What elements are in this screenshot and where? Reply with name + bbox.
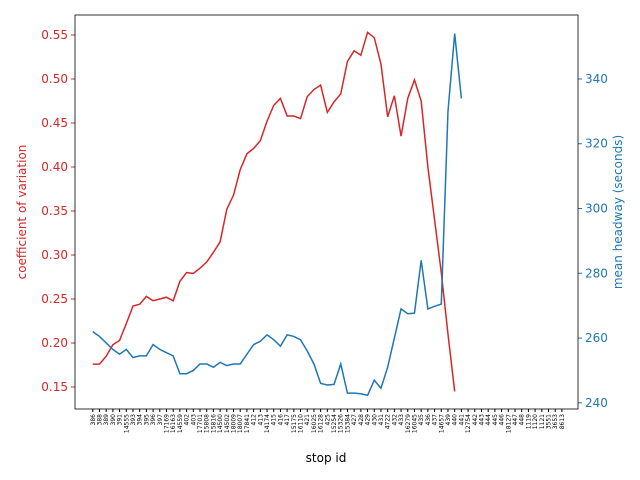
y2-tick-label: 300 (585, 202, 608, 216)
x-tick-label: 430 (371, 414, 378, 426)
x-tick-label: 14657 (438, 414, 445, 433)
y-tick-label: 0.50 (41, 72, 68, 86)
y-tick-label: 0.20 (41, 336, 68, 350)
x-tick-label: 416 (277, 414, 284, 426)
y-tick-label: 0.35 (41, 204, 68, 218)
x-tick-label: 15175 (291, 414, 298, 433)
x-tick-label: 16025 (311, 414, 318, 433)
x-tick-label: 444 (485, 414, 492, 426)
y-tick-label: 0.45 (41, 116, 68, 130)
y2-axis-label: mean headway (seconds) (611, 135, 625, 289)
x-tick-label: 428 (358, 414, 365, 426)
x-tick-label: 8613 (559, 414, 566, 429)
x-tick-label: 448 (519, 414, 526, 426)
y-tick-label: 0.30 (41, 248, 68, 262)
y-tick-label: 0.15 (41, 380, 68, 394)
x-tick-label: 394 (137, 414, 144, 426)
x-tick-label: 16045 (411, 414, 418, 433)
x-tick-label: 391 (117, 414, 124, 426)
x-tick-label: 429 (365, 414, 372, 426)
series-line (92, 33, 463, 397)
x-tick-label: 397 (157, 414, 164, 426)
x-tick-label: 18007 (237, 414, 244, 433)
x-tick-label: 425 (324, 414, 331, 426)
x-tick-label: 402 (184, 414, 191, 426)
x-tick-label: 447 (512, 414, 519, 426)
x-tick-label: 17169 (163, 414, 170, 433)
x-tick-label: 16110 (298, 414, 305, 433)
x-tick-label: 436 (425, 414, 432, 426)
x-tick-label: 15254 (331, 414, 338, 433)
x-tick-label: 16128 (318, 414, 325, 433)
x-tick-label: 18009 (231, 414, 238, 433)
x-tick-label: 386 (90, 414, 97, 426)
x-tick-label: 431 (378, 414, 385, 426)
x-tick-label: 3551 (546, 414, 553, 429)
x-tick-label: 16163 (170, 414, 177, 433)
x-tick-label: 417 (284, 414, 291, 426)
x-tick-label: 17841 (244, 414, 251, 433)
x-tick-label: 445 (492, 414, 499, 426)
x-tick-label: 15808 (204, 414, 211, 433)
x-tick-label: 403 (190, 414, 197, 426)
x-tick-label: 18127 (505, 414, 512, 433)
x-tick-label: 413 (257, 414, 264, 426)
x-tick-label: 439 (445, 414, 452, 426)
x-tick-label: 16279 (405, 414, 412, 433)
x-tick-label: 1119 (525, 414, 532, 429)
x-tick-label: 432 (391, 414, 398, 426)
x-tick-label: 14502 (224, 414, 231, 433)
x-tick-label: 433 (398, 414, 405, 426)
x-tick-label: 3653 (552, 414, 559, 429)
x-tick-label: 1120 (532, 414, 539, 429)
x-tick-label: 421 (304, 414, 311, 426)
series-line (92, 31, 456, 392)
x-tick-label: 389 (103, 414, 110, 426)
x-tick-label: 440 (452, 414, 459, 426)
y2-tick-label: 260 (585, 331, 608, 345)
y2-tick-label: 340 (585, 72, 608, 86)
x-tick-label: 396 (150, 414, 157, 426)
y2-tick-label: 280 (585, 266, 608, 280)
x-tick-label: 4722 (385, 414, 392, 429)
x-tick-label: 14555 (123, 414, 130, 433)
x-tick-label: 435 (418, 414, 425, 426)
x-tick-label: 441 (458, 414, 465, 426)
y-tick-label: 0.55 (41, 28, 68, 42)
x-tick-label: 14559 (177, 414, 184, 433)
y2-tick-label: 240 (585, 396, 608, 410)
x-tick-label: 17701 (197, 414, 204, 433)
x-tick-label: 15326 (338, 414, 345, 433)
x-tick-label: 443 (478, 414, 485, 426)
x-tick-label: 412 (251, 414, 258, 426)
x-tick-label: 437 (432, 414, 439, 426)
x-tick-label: 442 (472, 414, 479, 426)
x-tick-label: 388 (96, 414, 103, 426)
x-tick-label: 1121 (539, 414, 546, 429)
x-tick-label: 427 (351, 414, 358, 426)
x-tick-label: 15816 (210, 414, 217, 433)
plot-frame (74, 14, 579, 410)
y-tick-label: 0.40 (41, 160, 68, 174)
x-tick-label: 15384 (344, 414, 351, 433)
x-tick-label: 14500 (217, 414, 224, 433)
x-tick-label: 390 (110, 414, 117, 426)
x-axis-label: stop id (306, 451, 347, 465)
x-tick-label: 393 (130, 414, 137, 426)
x-tick-label: 395 (143, 414, 150, 426)
y2-tick-label: 320 (585, 137, 608, 151)
x-tick-label: 446 (499, 414, 506, 426)
x-tick-label: 14174 (264, 414, 271, 433)
y-tick-label: 0.25 (41, 292, 68, 306)
x-tick-label: 415 (271, 414, 278, 426)
x-tick-label: 12754 (465, 414, 472, 433)
y-axis-label: coefficient of variation (15, 145, 29, 280)
